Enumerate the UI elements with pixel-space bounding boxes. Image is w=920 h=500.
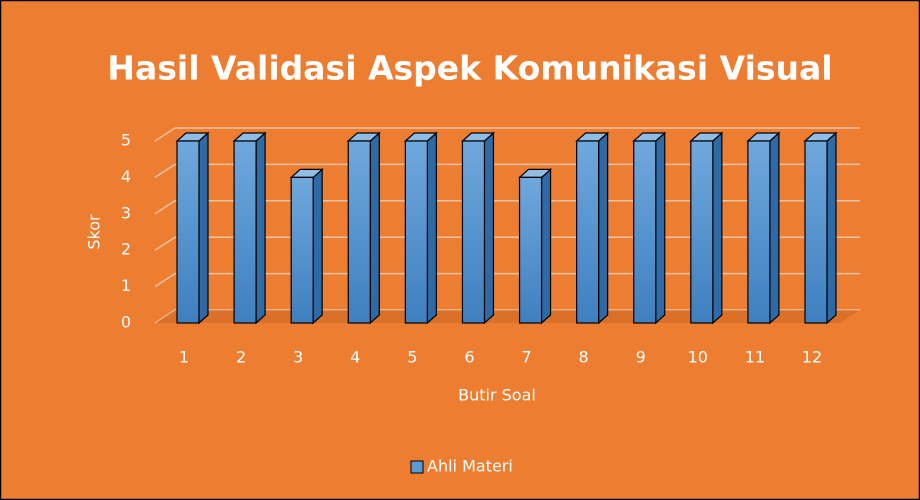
bar-side	[198, 131, 209, 325]
x-tick-label: 1	[179, 348, 189, 367]
x-tick-label: 6	[464, 348, 474, 367]
bar-front	[290, 176, 314, 324]
floor	[155, 310, 860, 323]
legend-label: Ahli Materi	[427, 457, 513, 476]
y-tick-label: 1	[121, 276, 131, 295]
bar	[575, 131, 610, 325]
y-tick-label: 3	[121, 203, 131, 222]
x-tick-label: 9	[636, 348, 646, 367]
bar	[803, 131, 838, 325]
bar-side	[712, 131, 723, 325]
grid-line	[154, 200, 860, 215]
bar-side	[769, 131, 780, 325]
bar	[289, 168, 324, 325]
bar	[232, 131, 267, 325]
bar-side	[655, 131, 666, 325]
y-tick-label: 2	[121, 240, 131, 259]
x-tick-label: 11	[745, 348, 765, 367]
legend-swatch	[410, 460, 424, 474]
bar-side	[540, 168, 552, 325]
bar-side	[826, 131, 837, 325]
grid-line	[154, 272, 860, 288]
x-tick-label: 4	[350, 348, 360, 367]
y-tick-label: 4	[121, 167, 131, 186]
legend: Ahli Materi	[410, 457, 513, 476]
x-tick-label: 8	[579, 348, 589, 367]
bar	[746, 131, 781, 325]
y-axis-label: Skor	[85, 214, 104, 250]
x-tick-label: 5	[407, 348, 417, 367]
bar	[460, 131, 496, 325]
bar-front	[518, 176, 543, 324]
x-axis-label: Butir Soal	[458, 386, 536, 405]
bar-side	[369, 131, 380, 325]
y-tick-label: 5	[121, 131, 131, 150]
bar-side	[598, 131, 609, 325]
bar-side	[426, 131, 437, 325]
bar	[517, 168, 553, 325]
bar-front	[804, 140, 828, 324]
bar-front	[404, 140, 428, 324]
chart-title: Hasil Validasi Aspek Komunikasi Visual	[107, 49, 832, 88]
x-tick-label: 2	[236, 348, 246, 367]
grid-line	[154, 127, 860, 142]
bar	[689, 131, 724, 325]
y-tick-label: 0	[121, 313, 131, 332]
bar-front	[347, 140, 371, 324]
x-tick-label: 12	[802, 348, 822, 367]
bar-side	[255, 131, 266, 325]
bar	[346, 131, 381, 325]
bar-front	[747, 140, 771, 324]
bar-front	[461, 140, 486, 324]
bar	[403, 131, 438, 325]
bar-side	[483, 131, 495, 325]
x-tick-label: 10	[688, 348, 708, 367]
bar-side	[312, 168, 323, 325]
grid-line	[154, 163, 860, 179]
bar-front	[576, 140, 600, 324]
grid-line	[154, 236, 860, 251]
x-tick-label: 7	[521, 348, 531, 367]
bar-front	[690, 140, 714, 324]
bar-front	[176, 140, 200, 324]
bar	[175, 131, 210, 325]
bar-front	[233, 140, 257, 324]
bar-front	[633, 140, 657, 324]
x-tick-label: 3	[293, 348, 303, 367]
bar	[632, 131, 667, 325]
